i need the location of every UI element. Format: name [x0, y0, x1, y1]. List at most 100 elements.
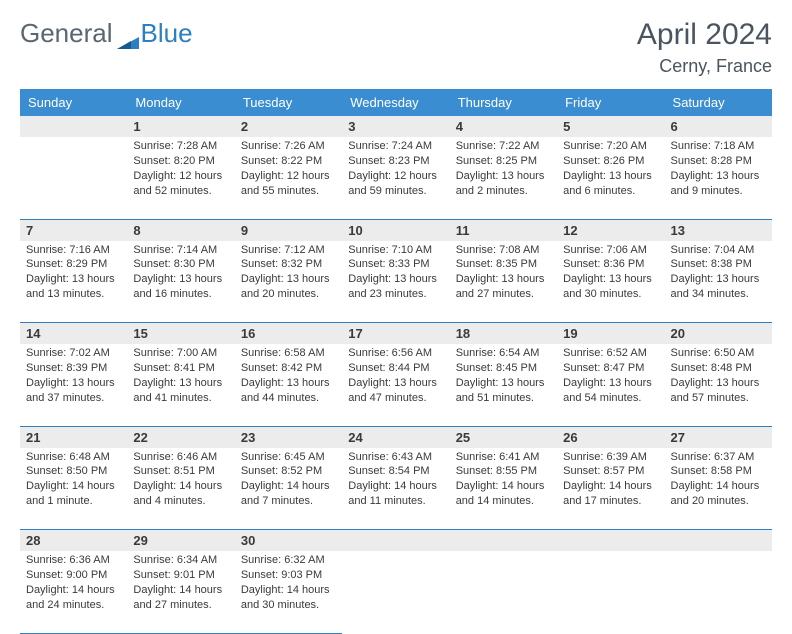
day-number-row: 123456 — [20, 116, 772, 137]
daylight-text: Daylight: 14 hours and 14 minutes. — [456, 479, 551, 509]
sunset-text: Sunset: 8:36 PM — [563, 257, 658, 272]
day-cell: Sunrise: 6:45 AMSunset: 8:52 PMDaylight:… — [235, 448, 342, 530]
day-number: 20 — [665, 323, 772, 345]
sunset-text: Sunset: 8:45 PM — [456, 361, 551, 376]
day-header: Thursday — [450, 89, 557, 116]
day-cell: Sunrise: 7:20 AMSunset: 8:26 PMDaylight:… — [557, 137, 664, 219]
location: Cerny, France — [637, 56, 772, 77]
sunset-text: Sunset: 9:01 PM — [133, 568, 228, 583]
day-number: 15 — [127, 323, 234, 345]
logo-text-2: Blue — [141, 18, 193, 49]
sunset-text: Sunset: 8:57 PM — [563, 464, 658, 479]
day-cell: Sunrise: 6:39 AMSunset: 8:57 PMDaylight:… — [557, 448, 664, 530]
day-cell: Sunrise: 6:48 AMSunset: 8:50 PMDaylight:… — [20, 448, 127, 530]
sunset-text: Sunset: 8:50 PM — [26, 464, 121, 479]
day-number-row: 78910111213 — [20, 219, 772, 241]
sunset-text: Sunset: 9:00 PM — [26, 568, 121, 583]
daylight-text: Daylight: 14 hours and 24 minutes. — [26, 583, 121, 613]
day-cell: Sunrise: 7:26 AMSunset: 8:22 PMDaylight:… — [235, 137, 342, 219]
daylight-text: Daylight: 14 hours and 20 minutes. — [671, 479, 766, 509]
day-header: Saturday — [665, 89, 772, 116]
daylight-text: Daylight: 13 hours and 34 minutes. — [671, 272, 766, 302]
daylight-text: Daylight: 13 hours and 54 minutes. — [563, 376, 658, 406]
day-cell — [557, 551, 664, 633]
day-number: 14 — [20, 323, 127, 345]
day-number: 16 — [235, 323, 342, 345]
calendar-table: Sunday Monday Tuesday Wednesday Thursday… — [20, 89, 772, 634]
sunset-text: Sunset: 8:44 PM — [348, 361, 443, 376]
day-number: 8 — [127, 219, 234, 241]
sunset-text: Sunset: 8:54 PM — [348, 464, 443, 479]
day-cell: Sunrise: 6:54 AMSunset: 8:45 PMDaylight:… — [450, 344, 557, 426]
day-header-row: Sunday Monday Tuesday Wednesday Thursday… — [20, 89, 772, 116]
title-block: April 2024 Cerny, France — [637, 18, 772, 77]
day-number — [665, 530, 772, 552]
sunset-text: Sunset: 8:42 PM — [241, 361, 336, 376]
day-number: 4 — [450, 116, 557, 137]
sunrise-text: Sunrise: 6:39 AM — [563, 450, 658, 465]
sunrise-text: Sunrise: 6:58 AM — [241, 346, 336, 361]
daylight-text: Daylight: 13 hours and 51 minutes. — [456, 376, 551, 406]
daylight-text: Daylight: 14 hours and 30 minutes. — [241, 583, 336, 613]
day-number: 30 — [235, 530, 342, 552]
sunset-text: Sunset: 8:47 PM — [563, 361, 658, 376]
sunset-text: Sunset: 8:23 PM — [348, 154, 443, 169]
day-number: 27 — [665, 426, 772, 448]
month-title: April 2024 — [637, 18, 772, 52]
daylight-text: Daylight: 14 hours and 7 minutes. — [241, 479, 336, 509]
daylight-text: Daylight: 13 hours and 16 minutes. — [133, 272, 228, 302]
daylight-text: Daylight: 13 hours and 37 minutes. — [26, 376, 121, 406]
daylight-text: Daylight: 13 hours and 2 minutes. — [456, 169, 551, 199]
day-number: 18 — [450, 323, 557, 345]
day-number: 19 — [557, 323, 664, 345]
day-content-row: Sunrise: 7:28 AMSunset: 8:20 PMDaylight:… — [20, 137, 772, 219]
day-cell: Sunrise: 6:41 AMSunset: 8:55 PMDaylight:… — [450, 448, 557, 530]
header: General Blue April 2024 Cerny, France — [20, 18, 772, 77]
sunrise-text: Sunrise: 7:02 AM — [26, 346, 121, 361]
sunrise-text: Sunrise: 6:32 AM — [241, 553, 336, 568]
sunrise-text: Sunrise: 7:22 AM — [456, 139, 551, 154]
day-content-row: Sunrise: 6:36 AMSunset: 9:00 PMDaylight:… — [20, 551, 772, 633]
day-number: 9 — [235, 219, 342, 241]
day-number — [557, 530, 664, 552]
sunset-text: Sunset: 8:28 PM — [671, 154, 766, 169]
sunrise-text: Sunrise: 7:20 AM — [563, 139, 658, 154]
day-cell: Sunrise: 7:04 AMSunset: 8:38 PMDaylight:… — [665, 241, 772, 323]
sunrise-text: Sunrise: 6:46 AM — [133, 450, 228, 465]
day-number — [450, 530, 557, 552]
sunrise-text: Sunrise: 6:37 AM — [671, 450, 766, 465]
day-number: 29 — [127, 530, 234, 552]
day-header: Monday — [127, 89, 234, 116]
day-number — [20, 116, 127, 137]
day-cell: Sunrise: 7:02 AMSunset: 8:39 PMDaylight:… — [20, 344, 127, 426]
daylight-text: Daylight: 13 hours and 20 minutes. — [241, 272, 336, 302]
sunrise-text: Sunrise: 7:08 AM — [456, 243, 551, 258]
sunrise-text: Sunrise: 6:45 AM — [241, 450, 336, 465]
sunrise-text: Sunrise: 6:52 AM — [563, 346, 658, 361]
daylight-text: Daylight: 13 hours and 6 minutes. — [563, 169, 658, 199]
day-cell: Sunrise: 6:32 AMSunset: 9:03 PMDaylight:… — [235, 551, 342, 633]
sunset-text: Sunset: 8:52 PM — [241, 464, 336, 479]
day-cell: Sunrise: 7:28 AMSunset: 8:20 PMDaylight:… — [127, 137, 234, 219]
daylight-text: Daylight: 13 hours and 23 minutes. — [348, 272, 443, 302]
day-number: 7 — [20, 219, 127, 241]
day-number: 11 — [450, 219, 557, 241]
logo: General Blue — [20, 18, 193, 49]
sunrise-text: Sunrise: 6:36 AM — [26, 553, 121, 568]
day-number: 23 — [235, 426, 342, 448]
daylight-text: Daylight: 13 hours and 13 minutes. — [26, 272, 121, 302]
sunrise-text: Sunrise: 7:12 AM — [241, 243, 336, 258]
day-cell: Sunrise: 7:06 AMSunset: 8:36 PMDaylight:… — [557, 241, 664, 323]
day-number: 1 — [127, 116, 234, 137]
sunrise-text: Sunrise: 7:06 AM — [563, 243, 658, 258]
day-number: 2 — [235, 116, 342, 137]
sunrise-text: Sunrise: 6:34 AM — [133, 553, 228, 568]
logo-icon — [117, 25, 139, 43]
sunrise-text: Sunrise: 7:00 AM — [133, 346, 228, 361]
day-cell: Sunrise: 6:46 AMSunset: 8:51 PMDaylight:… — [127, 448, 234, 530]
day-number: 12 — [557, 219, 664, 241]
day-number: 17 — [342, 323, 449, 345]
sunrise-text: Sunrise: 7:04 AM — [671, 243, 766, 258]
day-number: 10 — [342, 219, 449, 241]
sunset-text: Sunset: 8:33 PM — [348, 257, 443, 272]
